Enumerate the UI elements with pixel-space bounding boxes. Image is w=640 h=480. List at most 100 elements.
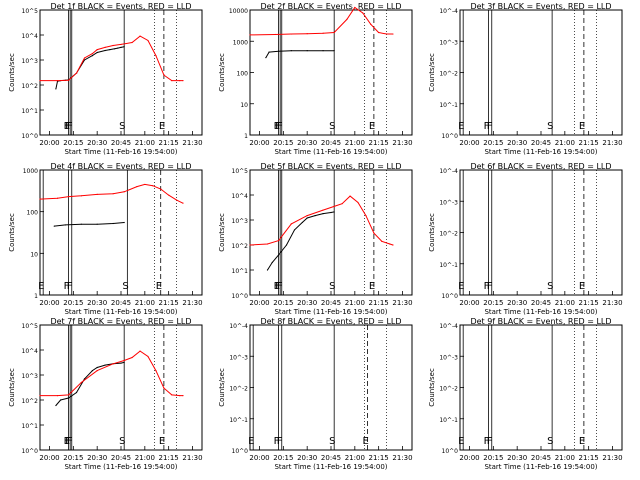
data-point	[249, 34, 251, 36]
data-point	[112, 44, 114, 47]
data-point	[163, 74, 165, 76]
marker-label: S	[329, 436, 335, 447]
x-axis-label: Start Time (11-Feb-16 19:54:00)	[484, 463, 597, 471]
x-tick-label: 21:30	[392, 454, 412, 462]
y-tick-label: 10^0	[22, 448, 39, 455]
data-point	[277, 50, 280, 52]
data-point	[56, 394, 59, 397]
plot-title: Det 4f BLACK = Events, RED = LLD	[50, 162, 191, 171]
data-point	[39, 198, 41, 200]
data-point	[381, 240, 383, 242]
data-point	[389, 243, 391, 245]
y-tick-label: 10^0	[232, 293, 249, 300]
y-tick-label: 10	[240, 102, 248, 109]
plot-title: Det 3f BLACK = Events, RED = LLD	[470, 2, 611, 11]
marker-label: E	[458, 281, 464, 292]
y-tick-label: 10000	[229, 8, 248, 15]
data-point	[75, 391, 78, 394]
data-point	[96, 223, 98, 225]
data-point	[117, 47, 119, 49]
x-tick-label: 21:15	[369, 139, 389, 147]
x-tick-label: 20:00	[459, 299, 479, 307]
data-point	[265, 56, 267, 59]
x-tick-label: 20:45	[321, 454, 341, 462]
x-tick-label: 20:00	[249, 454, 269, 462]
data-point	[266, 243, 269, 245]
marker-label: E	[369, 121, 375, 132]
data-point	[91, 369, 94, 372]
plot-frame	[249, 169, 413, 296]
y-tick-label: 10^0	[22, 133, 39, 140]
x-tick-label: 21:30	[602, 299, 622, 307]
marker-label: E	[458, 436, 464, 447]
x-tick-label: 20:45	[321, 139, 341, 147]
data-point	[80, 195, 82, 197]
y-tick-label: 10^-1	[439, 262, 458, 269]
marker-label: E	[159, 121, 165, 132]
x-tick-label: 21:00	[135, 139, 155, 147]
x-tick-label: 20:45	[111, 139, 131, 147]
x-tick-label: 20:00	[249, 139, 269, 147]
data-point	[293, 229, 296, 231]
series-line	[265, 50, 335, 58]
x-tick-label: 20:30	[87, 454, 107, 462]
data-point	[96, 51, 98, 54]
y-tick-label: 10^-1	[439, 102, 458, 109]
x-tick-label: 20:15	[273, 299, 293, 307]
x-tick-label: 20:00	[39, 299, 59, 307]
y-tick-label: 10^4	[22, 348, 39, 355]
data-point	[139, 35, 141, 37]
series-line	[39, 183, 184, 204]
x-tick-label: 20:45	[321, 299, 341, 307]
plot-frame	[459, 169, 623, 296]
x-tick-label: 20:45	[531, 139, 551, 147]
x-tick-label: 20:30	[297, 139, 317, 147]
plot-frame	[39, 324, 203, 451]
marker-label: F	[484, 281, 490, 292]
y-axis-label: Counts/sec	[218, 368, 226, 407]
data-point	[83, 59, 86, 61]
data-point	[168, 194, 170, 196]
x-axis-label: Start Time (11-Feb-16 19:54:00)	[64, 148, 177, 156]
y-tick-label: 10^0	[442, 133, 459, 140]
y-tick-label: 10^3	[232, 218, 249, 225]
data-point	[277, 254, 280, 256]
plot-title: Det 2f BLACK = Events, RED = LLD	[260, 2, 401, 11]
data-point	[306, 50, 308, 52]
marker-label: S	[547, 436, 553, 447]
data-point	[301, 221, 304, 224]
marker-label: F	[65, 436, 71, 447]
y-tick-label: 10^5	[232, 168, 249, 175]
x-tick-label: 21:15	[159, 139, 179, 147]
data-point	[378, 31, 380, 34]
x-tick-label: 20:00	[39, 139, 59, 147]
marker-label: E	[579, 121, 585, 132]
y-tick-label: 10^1	[232, 268, 249, 275]
data-point	[306, 217, 308, 219]
y-tick-label: 10^-3	[439, 39, 458, 46]
data-point	[249, 244, 251, 246]
data-point	[104, 46, 106, 48]
data-point	[112, 193, 114, 195]
marker-label: S	[329, 121, 335, 132]
x-tick-label: 20:30	[507, 299, 527, 307]
y-tick-label: 10^-2	[439, 71, 458, 78]
data-point	[290, 50, 292, 52]
marker-label: F	[65, 121, 71, 132]
x-tick-label: 20:30	[87, 139, 107, 147]
series-line	[54, 222, 125, 227]
y-tick-label: 1	[244, 133, 248, 140]
plot-frame	[249, 9, 413, 136]
data-point	[290, 33, 292, 35]
marker-label: E	[38, 281, 44, 292]
marker-label: E	[248, 436, 254, 447]
marker-label: F	[64, 281, 70, 292]
y-axis-label: Counts/sec	[428, 53, 436, 92]
data-point	[155, 369, 157, 372]
plot-frame	[39, 9, 203, 136]
